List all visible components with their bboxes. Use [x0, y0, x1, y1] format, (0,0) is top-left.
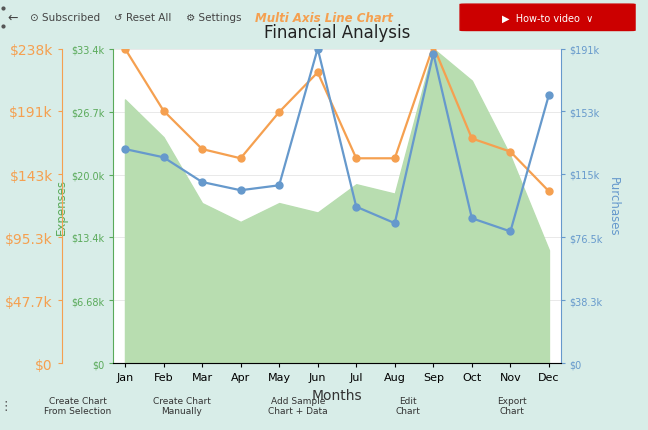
FancyBboxPatch shape — [460, 5, 635, 31]
Text: Create Chart
From Selection: Create Chart From Selection — [44, 396, 111, 415]
Text: Add Sample
Chart + Data: Add Sample Chart + Data — [268, 396, 328, 415]
Text: ⚙ Settings: ⚙ Settings — [186, 13, 242, 23]
Text: ←: ← — [8, 12, 18, 25]
Text: ↺ Reset All: ↺ Reset All — [114, 13, 171, 23]
Text: ⊙ Subscribed: ⊙ Subscribed — [30, 13, 100, 23]
Text: Export
Chart: Export Chart — [497, 396, 527, 415]
Text: Create Chart
Manually: Create Chart Manually — [152, 396, 211, 415]
Text: ▶  How-to video  ∨: ▶ How-to video ∨ — [502, 13, 593, 23]
Text: ⋮: ⋮ — [0, 399, 12, 412]
Y-axis label: Purchases: Purchases — [607, 177, 619, 236]
Text: Multi Axis Line Chart: Multi Axis Line Chart — [255, 12, 393, 25]
Y-axis label: Sales: Sales — [0, 191, 3, 222]
Title: Financial Analysis: Financial Analysis — [264, 25, 410, 43]
X-axis label: Months: Months — [312, 388, 362, 402]
Y-axis label: Expenses: Expenses — [55, 178, 68, 234]
Text: Edit
Chart: Edit Chart — [396, 396, 421, 415]
